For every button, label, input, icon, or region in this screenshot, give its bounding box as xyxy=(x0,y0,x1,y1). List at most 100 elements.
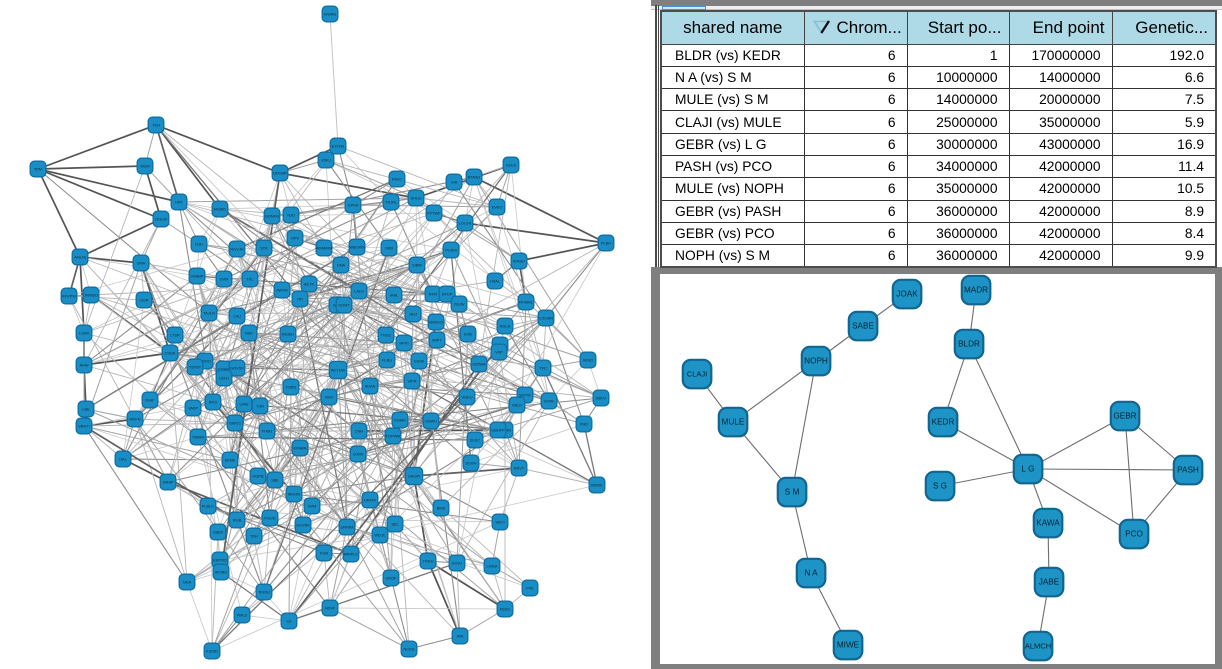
svg-text:GIOWA: GIOWA xyxy=(472,362,486,367)
svg-text:JBK: JBK xyxy=(456,634,464,639)
svg-text:WBCWS: WBCWS xyxy=(349,245,365,250)
svg-text:GBUFP: GBUFP xyxy=(491,428,505,433)
svg-text:UAW: UAW xyxy=(240,402,249,407)
svg-text:HPVI: HPVI xyxy=(399,341,408,346)
svg-text:RHNML: RHNML xyxy=(519,300,534,305)
svg-text:FADC: FADC xyxy=(392,177,403,182)
svg-text:ALMCH: ALMCH xyxy=(1025,642,1051,651)
svg-text:KAWA: KAWA xyxy=(1036,519,1060,528)
svg-text:URFRI: URFRI xyxy=(364,498,376,503)
svg-text:MIWE: MIWE xyxy=(837,641,860,650)
svg-text:CLAJI: CLAJI xyxy=(687,370,707,379)
svg-text:BVBUO: BVBUO xyxy=(429,320,443,325)
svg-text:DNA: DNA xyxy=(337,263,346,268)
svg-text:WUNB: WUNB xyxy=(324,12,336,17)
svg-text:L G: L G xyxy=(1022,465,1035,474)
svg-text:GRAP: GRAP xyxy=(162,480,173,485)
svg-text:DAL: DAL xyxy=(119,457,127,462)
svg-text:GWCC: GWCC xyxy=(229,421,242,426)
svg-text:OOR: OOR xyxy=(140,298,149,303)
svg-text:URNIM: URNIM xyxy=(341,525,354,530)
svg-text:STK: STK xyxy=(260,246,268,251)
svg-text:GONKG: GONKG xyxy=(265,214,279,219)
svg-text:EVB: EVB xyxy=(464,332,472,337)
svg-text:EOW: EOW xyxy=(544,399,554,404)
svg-text:FSRD: FSRD xyxy=(286,385,297,390)
svg-text:MGIBC: MGIBC xyxy=(214,207,227,212)
svg-text:HRT: HRT xyxy=(175,200,184,205)
svg-text:SBE: SBE xyxy=(271,478,279,483)
svg-text:WDJC: WDJC xyxy=(374,533,385,538)
svg-text:KIDSD: KIDSD xyxy=(206,649,218,654)
svg-text:DBVV: DBVV xyxy=(596,396,607,401)
svg-text:BLDR: BLDR xyxy=(958,340,980,349)
svg-text:WLTUW: WLTUW xyxy=(331,368,346,373)
svg-text:KSMH: KSMH xyxy=(394,418,405,423)
svg-text:IFUB: IFUB xyxy=(233,518,242,523)
svg-text:IGHF: IGHF xyxy=(145,398,155,403)
svg-text:FMLD: FMLD xyxy=(237,613,248,618)
svg-text:UDGHP: UDGHP xyxy=(273,171,287,176)
svg-text:DLWV: DLWV xyxy=(466,461,477,466)
svg-text:SABE: SABE xyxy=(852,322,874,331)
svg-text:MULE: MULE xyxy=(722,418,745,427)
svg-text:BWSK: BWSK xyxy=(591,483,603,488)
svg-text:OGPB: OGPB xyxy=(252,474,264,479)
svg-text:LOCMR: LOCMR xyxy=(539,316,553,321)
svg-text:LTSR: LTSR xyxy=(170,333,180,338)
svg-text:IAAL: IAAL xyxy=(390,293,399,298)
svg-text:COHW: COHW xyxy=(218,367,231,372)
svg-text:FOPWN: FOPWN xyxy=(386,434,401,439)
svg-text:TSTBT: TSTBT xyxy=(189,365,202,370)
svg-text:HDVF: HDVF xyxy=(325,606,336,611)
svg-text:EJVUH: EJVUH xyxy=(332,144,345,149)
svg-text:VBHTI: VBHTI xyxy=(78,424,89,429)
svg-text:PCO: PCO xyxy=(1125,530,1143,539)
svg-text:TVGC: TVGC xyxy=(381,333,392,338)
svg-text:IFKV: IFKV xyxy=(209,400,218,405)
svg-text:HSAL: HSAL xyxy=(490,279,501,284)
svg-text:UCHJ: UCHJ xyxy=(219,376,229,381)
svg-text:SIBW: SIBW xyxy=(412,263,422,268)
svg-text:LBE: LBE xyxy=(82,407,90,412)
svg-text:N A: N A xyxy=(804,569,818,578)
svg-text:GEBR: GEBR xyxy=(1113,412,1136,421)
svg-text:AHW: AHW xyxy=(79,363,88,368)
svg-text:WISO: WISO xyxy=(583,358,593,363)
svg-text:LGMI: LGMI xyxy=(79,331,89,336)
svg-text:SHUU: SHUU xyxy=(410,196,421,201)
svg-text:S M: S M xyxy=(785,488,800,497)
svg-text:JOAK: JOAK xyxy=(896,290,918,299)
svg-text:IJJ: IJJ xyxy=(287,619,292,624)
svg-text:TMDRI: TMDRI xyxy=(192,435,204,440)
svg-text:NGVJH: NGVJH xyxy=(230,247,243,252)
svg-text:LAHJ: LAHJ xyxy=(354,289,364,294)
svg-text:SGTW: SGTW xyxy=(519,393,531,398)
svg-text:IIWSN: IIWSN xyxy=(276,288,287,293)
svg-text:SLEC: SLEC xyxy=(470,438,480,443)
svg-text:VBLD: VBLD xyxy=(512,403,522,408)
svg-text:NTFI: NTFI xyxy=(429,292,438,297)
svg-text:TDH: TDH xyxy=(250,534,258,539)
svg-text:LULGK: LULGK xyxy=(459,221,472,226)
svg-text:WKBO: WKBO xyxy=(513,259,525,264)
svg-text:GKA: GKA xyxy=(183,580,192,585)
svg-text:GAOPI: GAOPI xyxy=(408,474,420,479)
svg-text:GCVRF: GCVRF xyxy=(296,523,310,528)
svg-text:FHMJ: FHMJ xyxy=(262,429,272,434)
svg-text:HVM: HVM xyxy=(308,504,317,509)
svg-text:MVDO: MVDO xyxy=(199,359,211,364)
svg-text:MADR: MADR xyxy=(964,286,988,295)
svg-text:TMJSJ: TMJSJ xyxy=(258,590,270,595)
svg-text:OORT: OORT xyxy=(338,303,350,308)
svg-text:CBEK: CBEK xyxy=(213,530,224,535)
svg-text:TKL: TKL xyxy=(246,277,254,282)
svg-text:TJURL: TJURL xyxy=(385,200,398,205)
svg-text:FEDC: FEDC xyxy=(500,607,511,612)
svg-text:OSWU: OSWU xyxy=(425,419,437,424)
svg-text:OGLW: OGLW xyxy=(155,217,167,222)
svg-text:NJU: NJU xyxy=(287,213,295,218)
svg-text:TJM: TJM xyxy=(256,404,264,409)
svg-text:DFDP: DFDP xyxy=(442,292,453,297)
svg-text:CSDA: CSDA xyxy=(165,351,176,356)
